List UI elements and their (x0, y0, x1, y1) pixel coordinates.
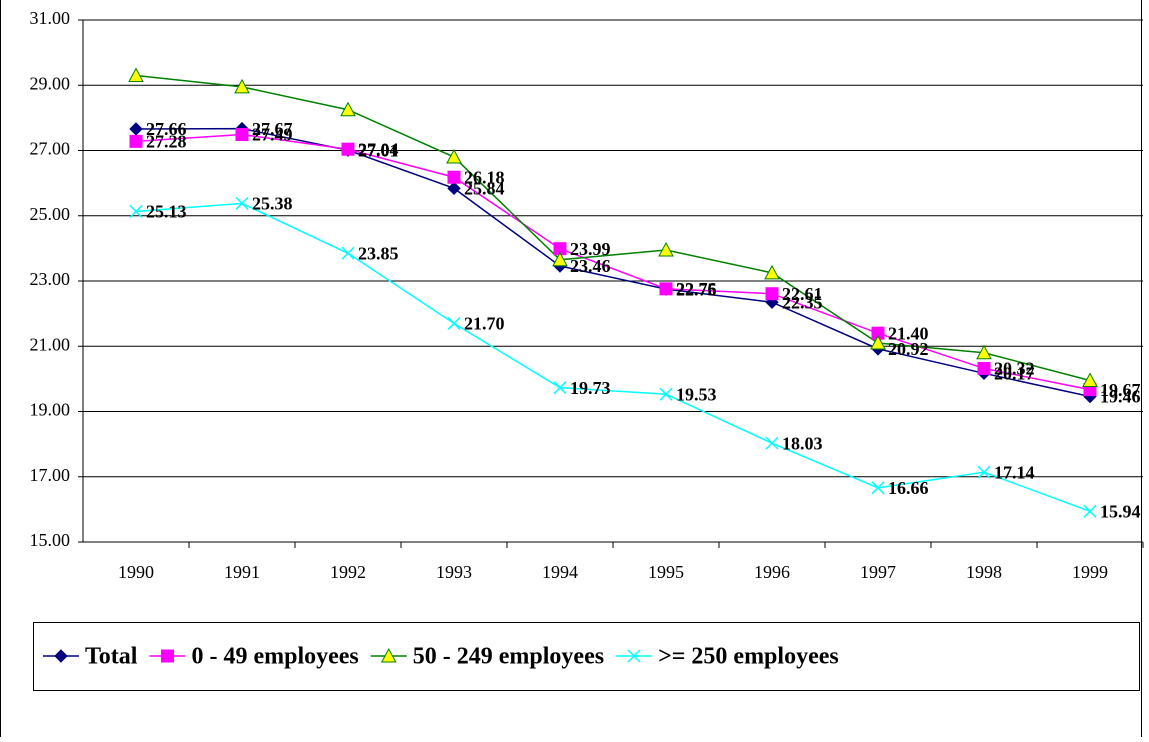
y-tick-label: 15.00 (30, 530, 71, 550)
marker (380, 647, 397, 663)
marker (553, 381, 567, 395)
marker (446, 148, 462, 164)
marker (129, 122, 143, 136)
series-line (135, 74, 1091, 382)
y-tick-label: 17.00 (30, 465, 71, 485)
data-label: 21.70 (464, 314, 505, 334)
data-label: 20.17 (994, 363, 1035, 383)
y-tick-label: 29.00 (30, 73, 71, 93)
marker (235, 128, 249, 142)
data-label: 23.46 (570, 256, 611, 276)
x-tick-label: 1995 (648, 562, 684, 582)
marker (234, 78, 250, 94)
data-label: 19.67 (1100, 380, 1141, 400)
y-tick-label: 31.00 (30, 8, 71, 28)
data-label: 25.38 (252, 193, 293, 213)
y-tick-label: 27.00 (30, 139, 71, 159)
marker (160, 649, 174, 663)
legend-label: >= 250 employees (658, 644, 839, 670)
legend-box (33, 622, 1140, 691)
x-tick-label: 1998 (966, 562, 1002, 582)
data-label: 27.66 (146, 119, 187, 139)
data-label: 22.61 (782, 284, 823, 304)
data-label: 19.53 (676, 384, 717, 404)
data-label: 21.40 (888, 323, 929, 343)
data-label: 22.75 (676, 279, 717, 299)
marker (659, 387, 673, 401)
marker (54, 649, 68, 663)
series-line (135, 127, 1091, 398)
marker (627, 649, 641, 663)
data-label: 23.99 (570, 239, 611, 259)
x-tick-label: 1999 (1072, 562, 1108, 582)
marker (765, 287, 779, 301)
legend-label: Total (85, 644, 138, 670)
data-label: 15.94 (1100, 501, 1141, 521)
marker (764, 264, 780, 280)
x-tick-label: 1991 (224, 562, 260, 582)
y-tick-label: 19.00 (30, 400, 71, 420)
data-label: 22.76 (676, 279, 717, 299)
legend-label: 0 - 49 employees (191, 644, 358, 670)
data-label: 25.13 (146, 202, 187, 222)
data-label: 27.01 (358, 140, 399, 160)
data-label: 20.32 (994, 359, 1035, 379)
x-tick-label: 1994 (542, 562, 578, 582)
marker (129, 204, 143, 219)
data-label: 27.49 (252, 125, 293, 145)
data-label: 20.92 (888, 339, 929, 359)
data-label: 19.46 (1100, 387, 1141, 407)
y-tick-label: 25.00 (30, 204, 71, 224)
marker (341, 246, 355, 260)
marker (1082, 372, 1098, 388)
marker (977, 465, 991, 479)
data-label: 17.14 (994, 462, 1035, 482)
x-tick-label: 1996 (754, 562, 790, 582)
marker (658, 241, 674, 257)
data-label: 16.66 (888, 478, 929, 498)
marker (976, 344, 992, 360)
marker (552, 251, 568, 267)
legend-label: 50 - 249 employees (413, 644, 604, 670)
data-label: 27.28 (146, 131, 187, 151)
data-label: 27.04 (358, 139, 399, 159)
data-label: 22.35 (782, 292, 823, 312)
data-label: 18.03 (782, 433, 823, 453)
marker (870, 334, 886, 350)
marker (447, 181, 461, 196)
data-label: 19.73 (570, 378, 611, 398)
data-label: 25.84 (464, 178, 505, 198)
data-label: 23.85 (358, 243, 399, 263)
marker (341, 142, 355, 156)
marker (447, 316, 461, 330)
x-tick-label: 1997 (860, 562, 896, 582)
marker (765, 436, 779, 450)
y-tick-label: 21.00 (30, 334, 71, 354)
x-tick-label: 1992 (330, 562, 366, 582)
marker (871, 481, 885, 495)
marker (659, 282, 673, 296)
x-tick-label: 1993 (436, 562, 472, 582)
marker (128, 67, 144, 82)
data-label: 27.67 (252, 119, 293, 139)
series-line (135, 202, 1091, 513)
y-tick-label: 23.00 (30, 269, 71, 289)
data-label: 26.18 (464, 167, 505, 187)
x-tick-label: 1990 (118, 562, 154, 582)
marker (235, 196, 249, 210)
marker (129, 134, 143, 148)
marker (447, 170, 461, 184)
marker (1083, 504, 1097, 518)
marker (340, 101, 356, 117)
marker (977, 361, 991, 375)
series-line (135, 133, 1091, 391)
